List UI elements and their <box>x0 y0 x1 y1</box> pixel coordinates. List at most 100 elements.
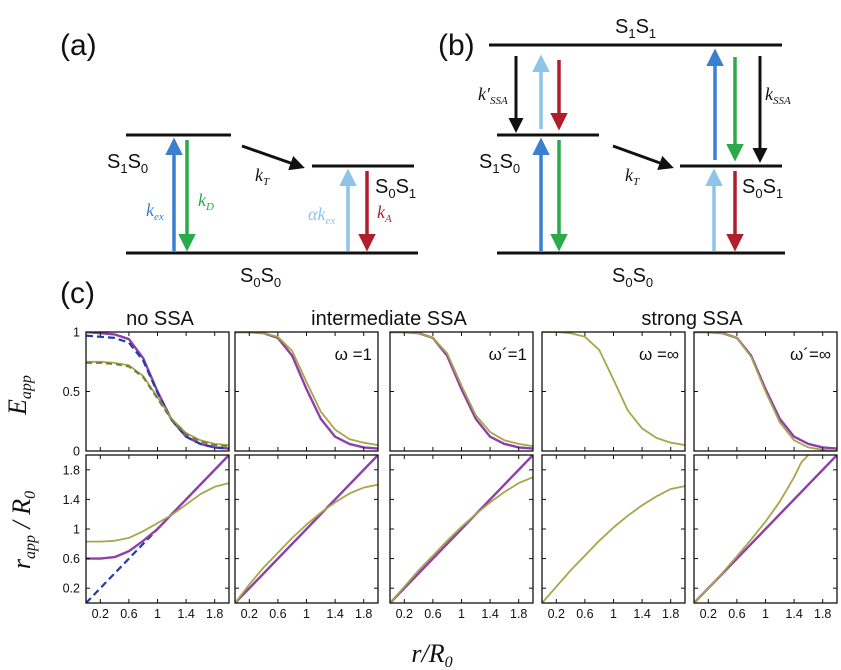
x-tick-label: 1.8 <box>510 607 527 621</box>
rate-kA: kA <box>377 202 392 225</box>
series-olive-solid <box>390 332 533 448</box>
series-olive-solid <box>694 332 837 451</box>
state-s0s1-label: S0S1 <box>742 176 783 201</box>
rate-kex: kex <box>146 200 164 223</box>
series-group <box>542 485 685 603</box>
state-s1s0-label: S1S0 <box>107 151 148 176</box>
state-s0s1-label: S0S1 <box>375 176 416 201</box>
x-tick-label: 1 <box>154 607 161 621</box>
diagram-b: (b) S1S1 S1S0 S0S1 S0S0 k′SSA kSSA kT <box>438 16 791 290</box>
x-tick-label: 1.4 <box>326 607 343 621</box>
x-tick-label: 0.2 <box>92 607 109 621</box>
y-tick-label: 0 <box>73 445 80 459</box>
x-tick-label: 1 <box>458 607 465 621</box>
series-purple-solid <box>390 455 533 603</box>
plot-panel-bottom-2: 0.2 0.6 1 1.4 1.8 <box>234 454 379 621</box>
series-purple-solid <box>235 455 378 603</box>
series-olive-solid <box>694 455 810 603</box>
series-blue-dashed <box>86 334 229 450</box>
header-intermediate-ssa: intermediate SSA <box>311 308 467 330</box>
header-no-ssa: no SSA <box>126 308 194 330</box>
y-tick-label: 1 <box>73 523 80 537</box>
state-s1s1-label: S1S1 <box>615 16 656 41</box>
series-group <box>86 455 229 603</box>
plot-panel-bottom-4: 0.2 0.6 1 1.4 1.8 <box>541 454 686 621</box>
series-group <box>542 332 685 446</box>
rate-kssa-prime: k′SSA <box>478 84 508 107</box>
y-tick-label: 1.8 <box>63 463 80 477</box>
omega-label: ω´=∞ <box>790 345 831 364</box>
series-olive-solid <box>542 332 685 446</box>
x-tick-label: 1.4 <box>633 607 650 621</box>
x-tick-label: 1.4 <box>785 607 802 621</box>
x-tick-label: 1.8 <box>206 607 223 621</box>
x-tick-label: 1.8 <box>355 607 372 621</box>
series-group <box>390 332 533 450</box>
x-tick-label: 0.6 <box>424 607 441 621</box>
x-tick-label: 0.2 <box>548 607 565 621</box>
omega-label: ω =∞ <box>639 345 679 364</box>
x-tick-label: 1.8 <box>814 607 831 621</box>
y-tick-label: 0.2 <box>63 582 80 596</box>
x-tick-label: 1 <box>762 607 769 621</box>
figure-c: (c) no SSA intermediate SSA strong SSA E… <box>3 277 838 670</box>
series-olive-dashed <box>86 361 229 448</box>
panel-label-c: (c) <box>60 277 95 310</box>
rate-kssa: kSSA <box>765 84 791 107</box>
series-group <box>235 332 378 450</box>
panel-label-b: (b) <box>438 29 475 62</box>
y-tick-label: 1 <box>73 326 80 340</box>
omega-label: ω =1 <box>335 345 372 364</box>
plot-panel-top-4: ω =∞ <box>541 331 686 452</box>
rate-kT: kT <box>255 165 270 188</box>
omega-label: ω´=1 <box>489 345 527 364</box>
plot-panel-top-5: ω´=∞ <box>693 331 838 452</box>
panel-label-a: (a) <box>60 29 97 62</box>
rate-b-kT: kT <box>625 165 640 188</box>
x-tick-label: 1 <box>610 607 617 621</box>
arrow-b-transfer <box>612 144 674 170</box>
y-tick-label: 0.5 <box>63 385 80 399</box>
series-group <box>694 455 837 603</box>
series-olive-solid <box>86 482 229 543</box>
x-tick-label: 0.2 <box>396 607 413 621</box>
series-olive-solid <box>542 485 685 603</box>
plot-grid: 10.50ω =1 ω´=1 ω =∞ ω´=∞1.81.410.60.20.2 0.6… <box>63 326 838 621</box>
state-s1s0-label: S1S0 <box>479 151 520 176</box>
x-tick-label: 0.2 <box>700 607 717 621</box>
state-s0s0-label: S0S0 <box>612 265 653 290</box>
y-axis-label-top: Eapp <box>3 375 35 416</box>
diagram-a: (a) S1S0 S0S1 S0S0 kex kD kT αkex kA <box>60 29 418 290</box>
x-tick-label: 1.8 <box>662 607 679 621</box>
x-tick-label: 1 <box>303 607 310 621</box>
x-tick-label: 0.6 <box>728 607 745 621</box>
y-tick-label: 1.4 <box>63 493 80 507</box>
x-tick-label: 1.4 <box>177 607 194 621</box>
y-axis-label-bottom: rapp / R0 <box>7 491 39 569</box>
rate-kD: kD <box>198 190 214 213</box>
series-purple-solid <box>86 455 229 560</box>
series-group <box>390 455 533 603</box>
plot-panel-top-1: 10.50 <box>63 326 230 459</box>
x-tick-label: 0.6 <box>269 607 286 621</box>
x-tick-label: 0.6 <box>120 607 137 621</box>
series-olive-solid <box>86 360 229 446</box>
series-olive-solid <box>235 483 378 603</box>
series-group <box>694 332 837 451</box>
x-tick-label: 0.2 <box>241 607 258 621</box>
series-olive-solid <box>390 476 533 603</box>
header-strong-ssa: strong SSA <box>641 308 743 330</box>
plot-panel-top-3: ω´=1 <box>389 331 534 452</box>
arrow-transfer <box>241 144 305 171</box>
plot-panel-bottom-5: 0.2 0.6 1 1.4 1.8 <box>693 454 838 621</box>
x-axis-label: r/R0 <box>411 639 452 670</box>
state-s0s0-label: S0S0 <box>240 265 281 290</box>
y-tick-label: 0.6 <box>63 552 80 566</box>
x-tick-label: 0.6 <box>576 607 593 621</box>
series-group <box>86 332 229 450</box>
series-group <box>235 455 378 603</box>
plot-panel-top-2: ω =1 <box>234 331 379 452</box>
plot-panel-bottom-3: 0.2 0.6 1 1.4 1.8 <box>389 454 534 621</box>
plot-frame <box>541 454 686 604</box>
